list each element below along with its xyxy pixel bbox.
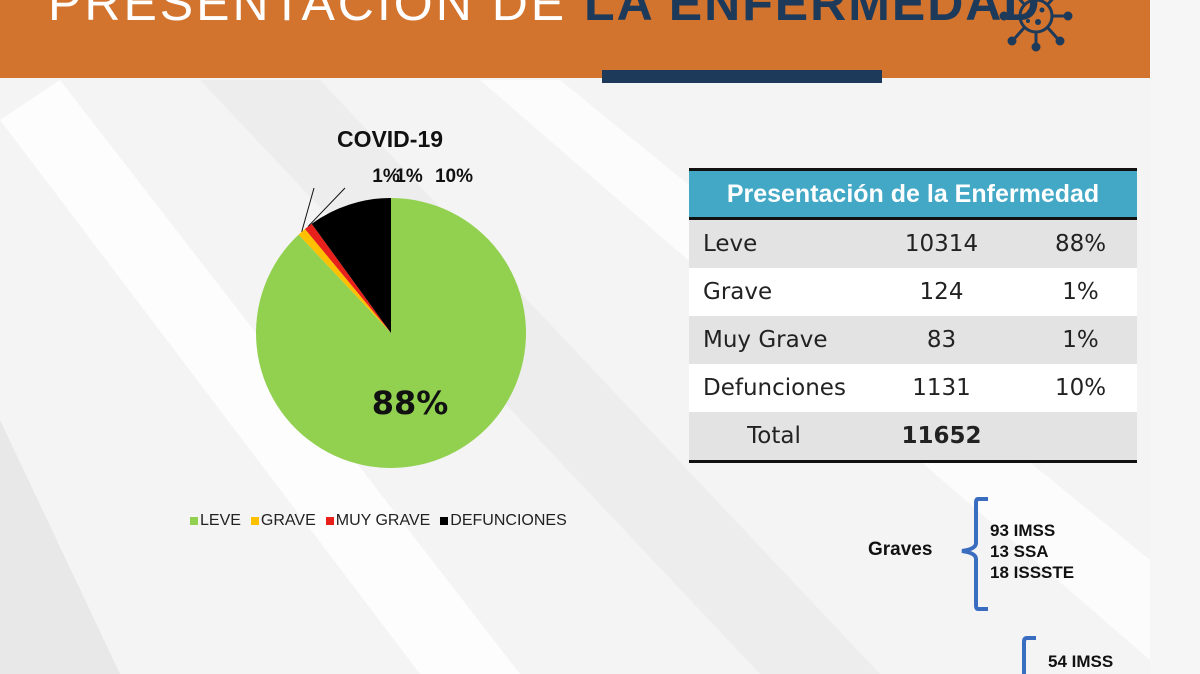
row-count: 83 [926,327,957,353]
legend-label-leve: LEVE [200,512,241,529]
row-label: Leve [703,231,758,257]
table-row: Muy Grave 83 1% [689,316,1137,364]
table-total-row: Total 11652 [689,412,1137,460]
graves-label: Graves [868,539,933,560]
pie-chart: 88% 1%1% 10% [256,166,526,468]
legend-item-leve: LEVE [190,512,241,530]
graves-brace [961,497,988,611]
page-title-light: PRESENTACIÓN DE [48,0,585,31]
table-row: Leve 10314 88% [689,220,1137,268]
table-row: Defunciones 1131 10% [689,364,1137,412]
row-count: 124 [919,279,964,305]
leader-line-grave [301,187,315,232]
slice-defunciones [311,198,391,333]
slice-muy-grave [304,223,391,333]
graves-item: 93 IMSS [990,521,1056,540]
graves-list: 93 IMSS 13 SSA 18 ISSSTE [990,520,1074,583]
graves-item: 13 SSA [990,542,1049,561]
page-title-bold: LA ENFERMEDAD [584,0,1042,31]
legend-label-grave: GRAVE [260,512,316,529]
legend-swatch-leve [190,517,198,525]
muy-graves-list: 54 IMSS [1048,651,1113,672]
total-value: 11652 [901,423,982,449]
table-top-rule [689,168,1137,171]
row-percent: 1% [1062,279,1099,305]
data-label-grave: 1% [372,166,400,187]
virus-icon [999,0,1073,52]
leader-line-muy-grave [307,187,346,227]
graves-item: 18 ISSSTE [990,563,1075,582]
table-header-rule [689,217,1137,220]
legend-swatch-muy-grave [325,517,334,525]
data-label-muy-grave: 1% [395,166,423,187]
chart-title: COVID-19 [336,126,444,152]
row-percent: 1% [1062,327,1099,353]
data-label-defunciones: 10% [435,166,473,187]
page-title: PRESENTACIÓN DE LA ENFERMEDAD [48,0,1042,32]
slice-grave [298,228,391,333]
row-count: 1131 [912,375,971,401]
muy-graves-item: 54 IMSS [1048,652,1114,671]
table-row: Grave 124 1% [689,268,1137,316]
table-bottom-rule [689,460,1137,463]
legend-label-muy-grave: MUY GRAVE [335,512,431,529]
legend-label-defunciones: DEFUNCIONES [450,512,567,529]
total-label: Total [747,423,801,449]
chart-legend: LEVE GRAVE MUY GRAVE DEFUNCIONES [190,512,567,530]
legend-item-defunciones: DEFUNCIONES [440,512,567,530]
disease-table: Presentación de la Enfermedad Leve 10314… [689,168,1137,463]
legend-item-grave: GRAVE [250,512,316,530]
legend-item-muy-grave: MUY GRAVE [325,512,431,530]
data-label-leve: 88% [372,384,449,422]
header-bar: PRESENTACIÓN DE LA ENFERMEDAD [0,0,1150,78]
row-label: Grave [703,279,773,305]
muy-graves-brace [1022,636,1036,674]
row-count: 10314 [904,231,979,257]
legend-swatch-defunciones [440,517,449,525]
row-percent: 10% [1054,375,1107,401]
legend-swatch-grave [250,517,259,525]
row-label: Defunciones [703,375,846,401]
row-label: Muy Grave [703,327,828,353]
table-header: Presentación de la Enfermedad [689,171,1137,217]
header-underline [602,70,882,83]
row-percent: 88% [1054,231,1107,257]
